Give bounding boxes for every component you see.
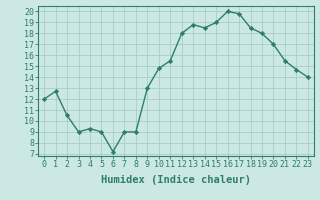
X-axis label: Humidex (Indice chaleur): Humidex (Indice chaleur) — [101, 175, 251, 185]
